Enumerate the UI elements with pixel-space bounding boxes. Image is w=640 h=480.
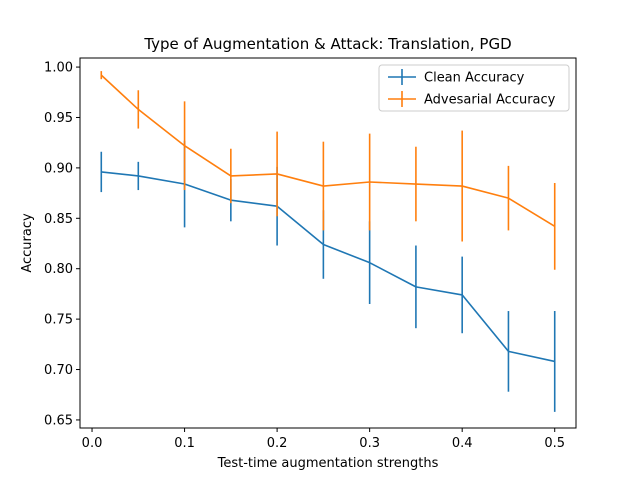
y-tick-label: 0.75 bbox=[44, 313, 73, 328]
series-line bbox=[100, 74, 556, 228]
y-axis: 0.65 0.70 0.75 0.80 0.85 0.90 0.95 1.00 bbox=[44, 61, 80, 428]
x-axis-title: Test-time augmentation strengths bbox=[217, 456, 439, 471]
legend-label: Clean Accuracy bbox=[424, 71, 525, 86]
legend-item: Advesarial Accuracy bbox=[388, 91, 556, 108]
plot-frame bbox=[79, 57, 577, 429]
legend-label: Advesarial Accuracy bbox=[424, 93, 556, 108]
x-tick-label: 0.0 bbox=[82, 436, 103, 451]
legend-item: Clean Accuracy bbox=[388, 69, 525, 86]
y-tick-label: 0.95 bbox=[44, 111, 73, 126]
y-tick-label: 0.80 bbox=[44, 262, 73, 277]
y-tick-label: 0.85 bbox=[44, 212, 73, 227]
plot-area bbox=[100, 71, 556, 412]
x-tick-label: 0.1 bbox=[174, 436, 195, 451]
y-tick-label: 0.65 bbox=[44, 413, 73, 428]
x-tick-label: 0.3 bbox=[359, 436, 380, 451]
legend: Clean Accuracy Advesarial Accuracy bbox=[378, 64, 570, 112]
x-axis: 0.0 0.1 0.2 0.3 0.4 0.5 bbox=[82, 428, 565, 451]
x-tick-label: 0.2 bbox=[267, 436, 288, 451]
series-clean-accuracy bbox=[100, 140, 556, 412]
series-line bbox=[101, 171, 555, 363]
x-tick-label: 0.5 bbox=[544, 436, 565, 451]
y-tick-label: 1.00 bbox=[44, 61, 73, 76]
y-tick-label: 0.70 bbox=[44, 363, 73, 378]
chart-title: Type of Augmentation & Attack: Translati… bbox=[143, 35, 511, 53]
legend-box bbox=[378, 64, 570, 112]
series-adversarial-accuracy bbox=[100, 71, 556, 270]
y-tick-label: 0.90 bbox=[44, 161, 73, 176]
y-axis-title: Accuracy bbox=[20, 213, 35, 273]
x-tick-label: 0.4 bbox=[452, 436, 473, 451]
